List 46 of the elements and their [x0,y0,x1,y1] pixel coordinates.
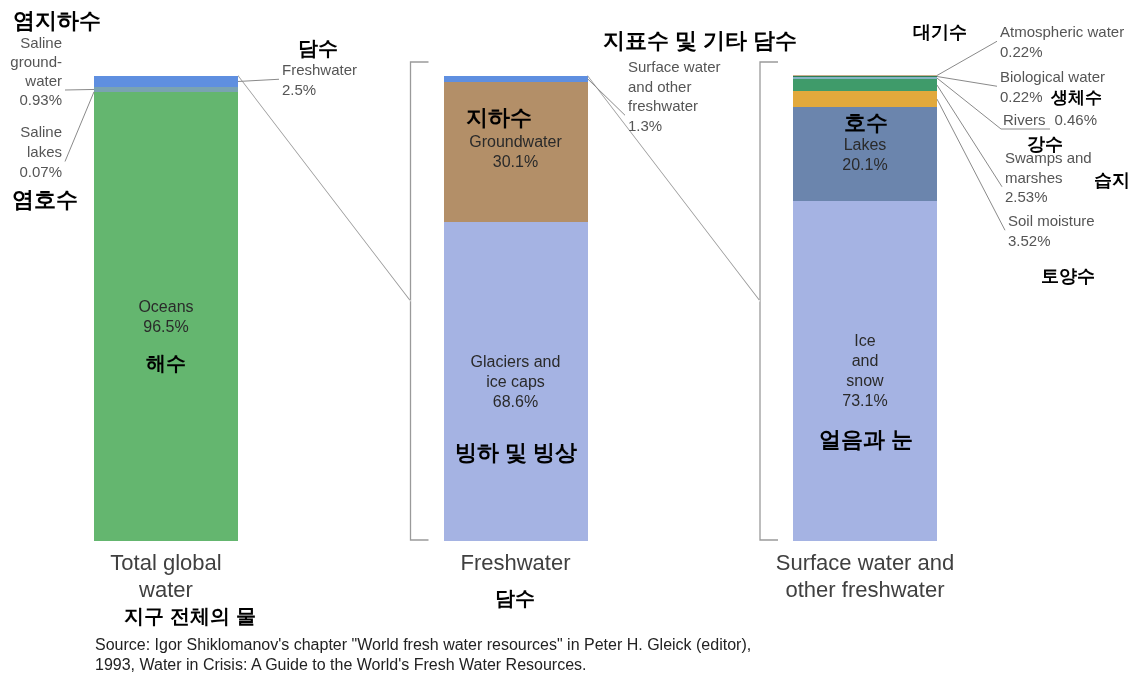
data-label: 3.52% [1008,231,1051,249]
annotation: 해수 [146,352,186,374]
data-label: 20.1% [842,155,888,173]
text: 대기수 [913,22,967,42]
series-label: Lakes [843,135,887,153]
data-label: 30.1% [492,153,539,171]
series-label: Groundwater [469,133,563,151]
text: Freshwater [282,61,358,78]
text: Saline ground-water [10,34,62,89]
annotation: 빙하 및 빙상 [454,440,578,465]
series-label: Glaciers and ice caps [470,352,561,390]
annotation: 지하수 [466,105,532,130]
annotation: 얼음과 눈 [818,427,914,452]
text: 지표수 및 기타 담수 [602,28,798,53]
data-label: 1.3% [628,116,663,134]
series-label: Ice and snow [846,332,885,390]
text: 담수 [495,587,535,609]
text: Surface water and other freshwater [628,58,721,114]
text: 염지하수 [13,8,101,33]
data-label: 0.07% [19,163,62,180]
data-label: 2.5% [282,80,317,98]
text: Soil moisture [1008,212,1095,229]
text: Biological water [1000,68,1106,85]
data-label: 96.5% [143,317,189,335]
series-label: Oceans [138,297,194,315]
annotation: 호수 [844,110,888,135]
text: Atmospheric water [1000,23,1125,40]
data-label: 0.93% [19,91,62,108]
text: 담수 [298,37,338,59]
text: 토양수 [1041,266,1095,286]
x-tick-label: Freshwater [460,550,571,575]
text: Saline lakes [20,123,62,160]
x-tick-label: Surface water and other freshwater [775,550,955,602]
data-label: 0.46% [1054,111,1098,128]
data-label: 0.22% [1000,87,1043,105]
data-label: 68.6% [492,392,539,410]
source-note: Source: Igor Shiklomanov's chapter "World fresh water resources" in Peter H. Gleick (editor), 1993, Water in Crisis: A Guide to the World's Fresh Water Resources. [95,636,752,673]
text: Rivers [1003,111,1046,128]
text: 생체수 [1049,88,1102,107]
text: 지구 전체의 물 [124,605,256,627]
data-label: 2.53% [1005,188,1048,205]
data-label: 0.22% [1000,42,1043,60]
annotation: 염호수 [12,187,78,212]
text: 습지 [1094,170,1130,190]
x-tick-label: Total global water [110,550,222,602]
data-label: 73.1% [842,392,888,410]
